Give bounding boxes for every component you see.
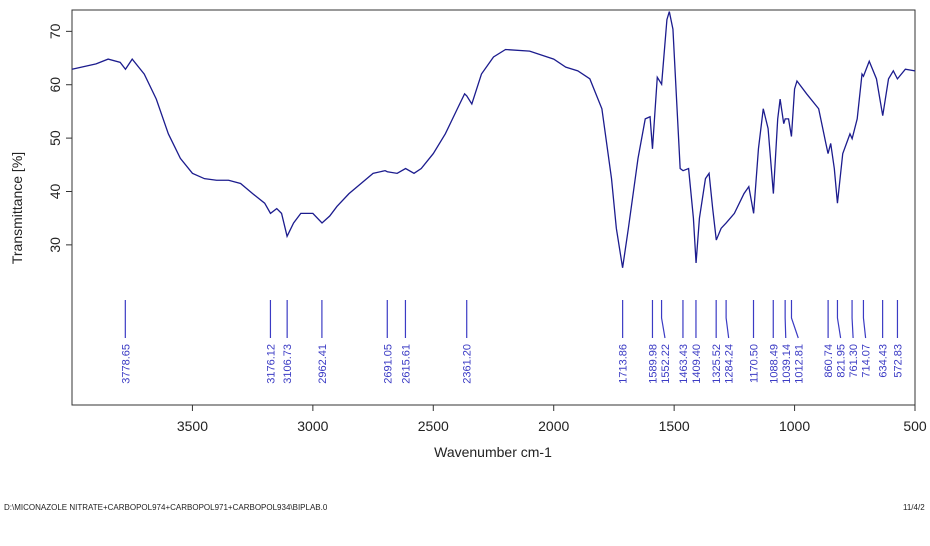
y-tick-label: 70 <box>47 23 63 39</box>
peak-label: 1012.81 <box>793 344 805 384</box>
y-tick-label: 60 <box>47 77 63 93</box>
peak-label: 1088.49 <box>768 344 780 384</box>
x-tick-label: 3000 <box>297 418 328 434</box>
peak-marker <box>790 300 799 339</box>
footer-date: 11/4/2 <box>903 503 925 512</box>
y-tick-label: 40 <box>47 183 63 199</box>
x-axis-label: Wavenumber cm-1 <box>434 444 552 460</box>
y-axis-label: Transmittance [%] <box>9 152 25 264</box>
peak-label: 2615.61 <box>400 344 412 384</box>
peak-label: 2361.20 <box>462 344 474 384</box>
peak-label: 860.74 <box>823 344 835 378</box>
peak-label: 1713.86 <box>618 344 630 384</box>
x-tick-label: 3500 <box>177 418 208 434</box>
peak-label: 1284.24 <box>724 344 736 384</box>
y-tick-label: 30 <box>47 237 63 253</box>
peak-label: 3778.65 <box>120 344 132 384</box>
x-tick-label: 2000 <box>538 418 569 434</box>
peak-marker <box>660 300 666 339</box>
peak-label: 1170.50 <box>749 344 761 383</box>
peak-label: 572.83 <box>892 344 904 378</box>
peak-label: 3106.73 <box>282 344 294 384</box>
peak-label: 1409.40 <box>691 344 703 384</box>
y-tick-label: 50 <box>47 130 63 146</box>
peak-marker <box>862 300 867 339</box>
peak-marker <box>851 300 854 339</box>
peak-label: 2691.05 <box>382 344 394 384</box>
peak-label: 2962.41 <box>317 344 329 384</box>
peak-marker <box>836 300 842 339</box>
peak-label: 1039.14 <box>781 344 793 384</box>
peak-label: 1463.43 <box>678 344 690 384</box>
x-tick-label: 500 <box>903 418 927 434</box>
x-tick-label: 1500 <box>659 418 690 434</box>
peak-label: 714.07 <box>861 344 873 378</box>
peak-label: 1589.98 <box>647 344 659 384</box>
x-tick-label: 2500 <box>418 418 449 434</box>
peak-marker <box>784 300 787 339</box>
peak-marker <box>725 300 730 339</box>
peak-label: 821.95 <box>836 344 848 378</box>
peak-label: 634.43 <box>878 344 890 378</box>
footer-path: D:\MICONAZOLE NITRATE+CARBOPOL974+CARBOP… <box>4 503 328 512</box>
peak-label: 761.30 <box>848 344 860 378</box>
plot-frame <box>71 9 916 406</box>
peak-label: 1552.22 <box>660 344 672 384</box>
spectrum-line <box>71 11 916 268</box>
peak-label: 1325.52 <box>711 344 723 384</box>
peak-label: 3176.12 <box>265 344 277 384</box>
x-tick-label: 1000 <box>779 418 810 434</box>
